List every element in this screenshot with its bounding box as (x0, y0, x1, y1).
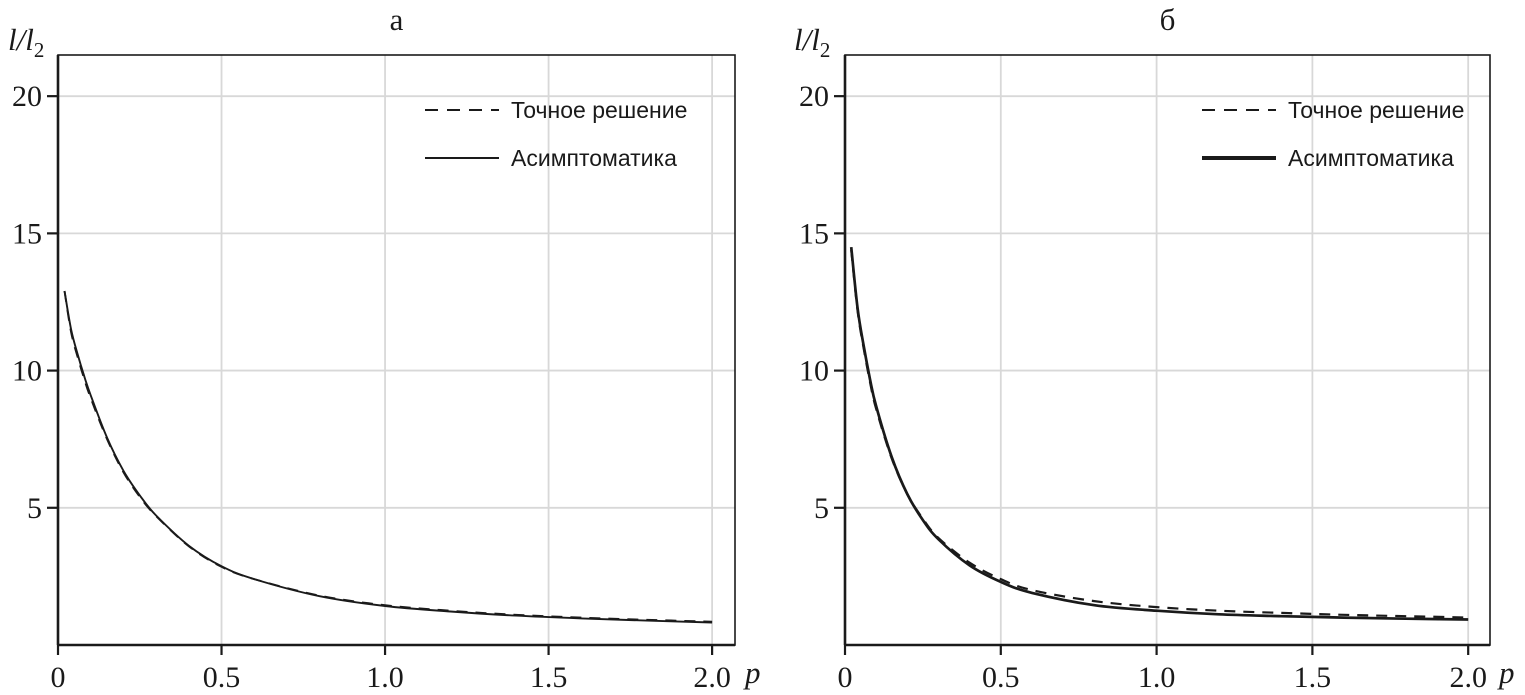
y-tick-label: 20 (799, 80, 829, 113)
legend-label: Точное решение (1288, 96, 1465, 123)
x-tick-label: 0 (51, 661, 66, 694)
y-tick-label: 15 (12, 217, 42, 250)
curve-exact-solution (850, 249, 1469, 619)
dashed-line-sample (1202, 109, 1276, 111)
curve-asymptotic (849, 246, 1469, 621)
y-tick-label: 15 (799, 217, 829, 250)
chart-panel-b: 0 0.5 1.0 1.5 2.0 5 10 15 20 б l/l2 p Точное реш… (762, 0, 1525, 695)
x-tick-label: 1.5 (1294, 661, 1332, 694)
y-tick-label: 5 (27, 492, 42, 525)
x-tick-label: 1.0 (366, 661, 404, 694)
x-tick-label: 2.0 (1449, 661, 1487, 694)
legend-item-exact: Точное решение (425, 96, 687, 124)
solid-line-sample (425, 157, 499, 159)
legend-item-asymptotic: Асимптоматика (1202, 144, 1464, 172)
x-tick-label: 0 (838, 661, 853, 694)
legend: Точное решение Асимптоматика (425, 96, 687, 172)
legend-label: Асимптоматика (511, 144, 677, 171)
curve-asymptotic (63, 290, 713, 624)
legend-label: Асимптоматика (1288, 144, 1454, 171)
legend-item-exact: Точное решение (1202, 96, 1464, 124)
plot-area: 0 0.5 1.0 1.5 2.0 5 10 15 20 (799, 54, 1491, 694)
legend: Точное решение Асимптоматика (1202, 96, 1464, 172)
y-axis-label: l/l2 (794, 22, 831, 63)
curve-exact-solution (63, 290, 713, 623)
x-tick-label: 1.5 (530, 661, 568, 694)
x-tick-label: 2.0 (693, 661, 731, 694)
y-tick-label: 10 (799, 355, 829, 388)
panel-title: б (1159, 2, 1176, 37)
x-axis-label: p (745, 655, 761, 690)
solid-line-sample (1202, 156, 1276, 160)
x-tick-label: 1.0 (1138, 661, 1176, 694)
dashed-line-sample (425, 109, 499, 111)
x-tick-label: 0.5 (203, 661, 241, 694)
y-axis-label: l/l2 (8, 22, 45, 63)
plot-area: 0 0.5 1.0 1.5 2.0 5 10 15 20 (12, 54, 736, 694)
chart-panel-a: 0 0.5 1.0 1.5 2.0 5 10 15 20 а l/l2 p Точное реш… (0, 0, 762, 695)
x-tick-label: 0.5 (982, 661, 1020, 694)
panel-title: а (389, 2, 404, 37)
y-tick-label: 20 (12, 80, 42, 113)
x-axis-label: p (1499, 655, 1515, 690)
y-tick-label: 5 (814, 492, 829, 525)
legend-item-asymptotic: Асимптоматика (425, 144, 687, 172)
y-tick-label: 10 (12, 355, 42, 388)
legend-label: Точное решение (511, 96, 688, 123)
